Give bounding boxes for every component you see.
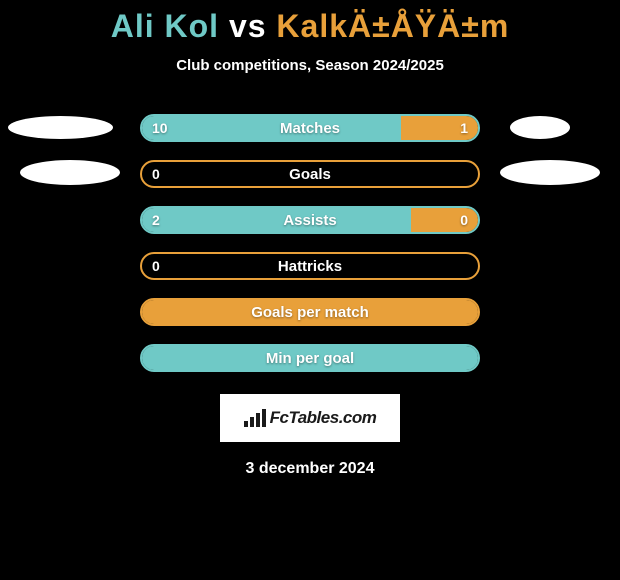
subtitle: Club competitions, Season 2024/2025 [0,57,620,74]
stat-bar: Min per goal [140,344,480,372]
stat-value-left: 2 [152,208,160,232]
title-player-right: KalkÄ±ÅŸÄ±m [276,8,509,44]
stat-value-right: 1 [460,116,468,140]
stat-row: Assists2 0 [0,206,620,234]
side-ellipse [8,116,113,139]
stat-row: Goals0 [0,160,620,188]
stat-bar: Goals0 [140,160,480,188]
stat-label: Goals [142,162,478,186]
stat-row: Goals per match [0,298,620,326]
side-ellipse [510,116,570,139]
title-vs: vs [229,8,267,44]
stat-row: Min per goal [0,344,620,372]
stats-rows: Matches101Goals0Assists20Hattricks0Goals… [0,114,620,372]
stat-label: Assists [142,208,478,232]
infographic-container: Ali Kol vs KalkÄ±ÅŸÄ±m Club competitions… [0,0,620,478]
title-player-left: Ali Kol [111,8,219,44]
stat-bar: Matches10 1 [140,114,480,142]
stat-value-right: 0 [460,208,468,232]
stat-value-left: 10 [152,116,168,140]
stat-label: Goals per match [142,300,478,324]
stat-bar: Hattricks0 [140,252,480,280]
side-ellipse [500,160,600,185]
logo: FcTables.com [244,408,377,428]
stat-label: Min per goal [142,346,478,370]
stat-label: Matches [142,116,478,140]
stat-bar: Assists2 0 [140,206,480,234]
logo-bars-icon [244,409,266,427]
stat-label: Hattricks [142,254,478,278]
page-title: Ali Kol vs KalkÄ±ÅŸÄ±m [0,8,620,45]
side-ellipse [20,160,120,185]
stat-value-left: 0 [152,162,160,186]
logo-text: FcTables.com [270,408,377,428]
stat-bar: Goals per match [140,298,480,326]
stat-row: Matches10 1 [0,114,620,142]
stat-value-left: 0 [152,254,160,278]
date: 3 december 2024 [0,460,620,478]
logo-box: FcTables.com [220,394,400,442]
stat-row: Hattricks0 [0,252,620,280]
